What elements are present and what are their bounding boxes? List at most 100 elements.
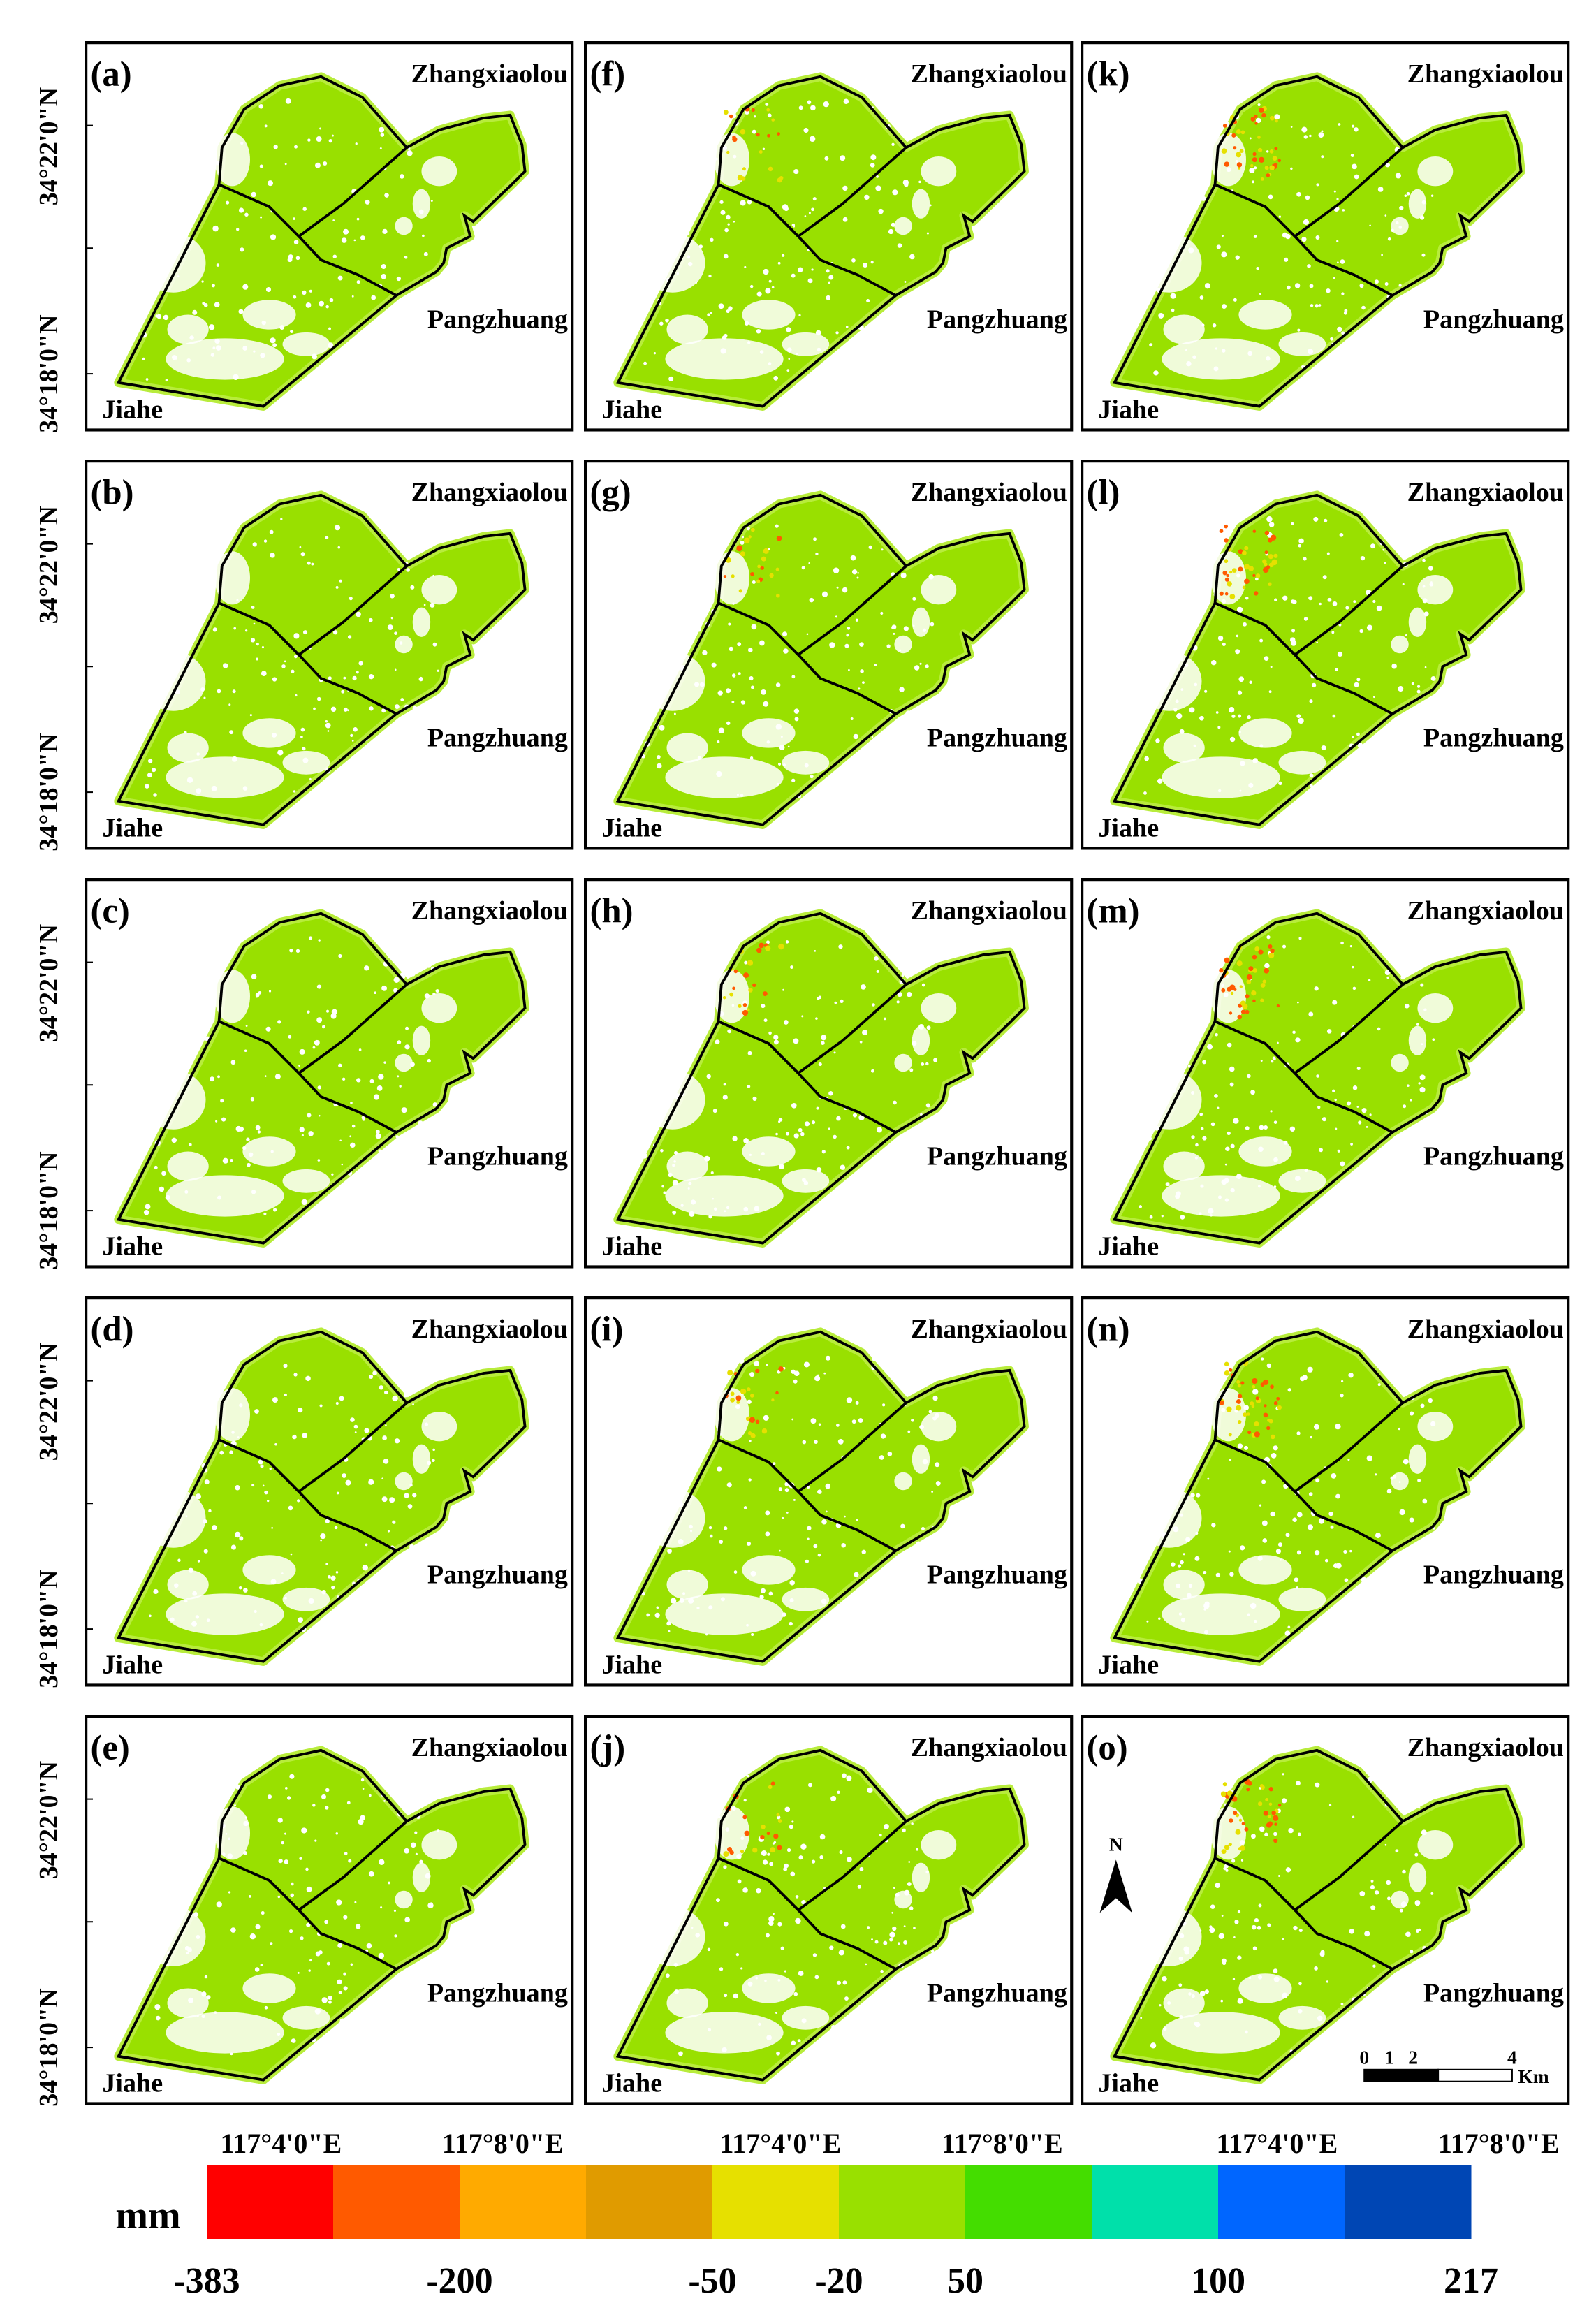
speckle xyxy=(711,662,717,668)
speckle xyxy=(1179,657,1184,661)
speckle xyxy=(657,581,660,585)
speckle xyxy=(1360,555,1366,561)
no-data-area xyxy=(242,1136,296,1167)
town-label: Jiahe xyxy=(1098,2069,1159,2098)
speckle xyxy=(1211,1784,1217,1790)
speckle xyxy=(782,988,785,991)
speckle xyxy=(1195,1143,1199,1147)
speckle xyxy=(1327,597,1332,602)
speckle xyxy=(1188,138,1194,144)
speckle xyxy=(1335,668,1338,671)
subsidence-spot xyxy=(1277,1804,1282,1807)
district-boundary xyxy=(717,146,907,238)
subsidence-spot xyxy=(1219,529,1224,533)
speckle xyxy=(204,1975,208,1979)
speckle xyxy=(829,369,833,373)
speckle xyxy=(245,1025,248,1028)
speckle xyxy=(766,1364,769,1366)
speckle xyxy=(918,969,922,972)
speckle xyxy=(379,2022,383,2025)
speckle xyxy=(798,105,803,110)
speckle xyxy=(274,1074,281,1080)
district-boundary xyxy=(797,1491,897,1552)
speckle xyxy=(350,1963,353,1966)
subsidence-spot xyxy=(1270,115,1275,121)
speckle xyxy=(687,1569,691,1572)
speckle xyxy=(1223,992,1229,997)
speckle xyxy=(930,1950,935,1953)
speckle xyxy=(142,272,146,275)
speckle xyxy=(352,675,357,681)
speckle xyxy=(1212,323,1217,328)
speckle xyxy=(896,1000,900,1004)
speckle xyxy=(177,579,181,583)
speckle xyxy=(335,1832,338,1835)
speckle xyxy=(669,228,675,233)
speckle xyxy=(748,1478,752,1482)
speckle xyxy=(1248,782,1254,788)
subsidence-spot xyxy=(730,1391,735,1396)
speckle xyxy=(379,2024,386,2031)
speckle xyxy=(1266,356,1271,361)
speckle xyxy=(1150,701,1155,708)
latitude-label: 34°18'0"N xyxy=(34,314,64,432)
no-data-area xyxy=(665,1175,784,1217)
speckle xyxy=(771,286,775,289)
speckle xyxy=(1179,1933,1185,1938)
speckle xyxy=(786,327,791,332)
speckle xyxy=(905,710,912,717)
subsidence-spot xyxy=(1268,582,1272,586)
speckle xyxy=(1252,758,1259,763)
no-data-area xyxy=(282,2005,330,2030)
speckle xyxy=(1178,1956,1183,1961)
speckle xyxy=(1384,1843,1387,1846)
speckle xyxy=(1309,284,1314,288)
speckle xyxy=(934,1630,939,1635)
speckle xyxy=(833,1051,836,1054)
subsidence-spot xyxy=(1264,967,1269,974)
no-data-area xyxy=(242,300,296,330)
speckle xyxy=(1191,1000,1196,1007)
speckle xyxy=(1143,1494,1150,1500)
speckle xyxy=(1350,1143,1353,1146)
no-data-area xyxy=(1136,1070,1202,1130)
subsidence-spot xyxy=(1236,162,1243,168)
speckle xyxy=(293,240,299,244)
speckle xyxy=(166,546,172,552)
speckle xyxy=(152,1053,156,1057)
speckle xyxy=(907,1882,912,1886)
speckle xyxy=(270,1150,274,1153)
speckle xyxy=(269,1467,272,1470)
speckle xyxy=(344,1852,348,1855)
subsidence-spot xyxy=(1252,573,1256,578)
speckle xyxy=(1234,1920,1239,1924)
district-boundary xyxy=(298,1909,397,1971)
speckle xyxy=(1334,1098,1337,1102)
speckle xyxy=(908,1861,911,1863)
speckle xyxy=(186,777,193,783)
speckle xyxy=(359,366,365,372)
speckle xyxy=(1429,582,1434,587)
legend-swatch xyxy=(1345,2165,1472,2239)
speckle xyxy=(1386,1489,1392,1494)
speckle xyxy=(1426,1607,1430,1611)
subsidence-spot xyxy=(757,564,761,569)
speckle xyxy=(265,1026,271,1032)
speckle xyxy=(250,1097,255,1102)
speckle xyxy=(332,219,335,221)
speckle xyxy=(1307,264,1311,268)
speckle xyxy=(217,1195,222,1200)
town-label: Pangzhuang xyxy=(927,1979,1067,2008)
subsidence-spot xyxy=(722,996,726,1000)
speckle xyxy=(242,346,248,351)
speckle xyxy=(335,1402,339,1405)
speckle xyxy=(821,1519,827,1525)
panel-label: (l) xyxy=(1086,472,1120,511)
subsidence-spot xyxy=(1271,559,1277,566)
speckle xyxy=(1353,363,1359,368)
subsidence-spot xyxy=(760,566,764,570)
speckle xyxy=(670,1598,677,1604)
